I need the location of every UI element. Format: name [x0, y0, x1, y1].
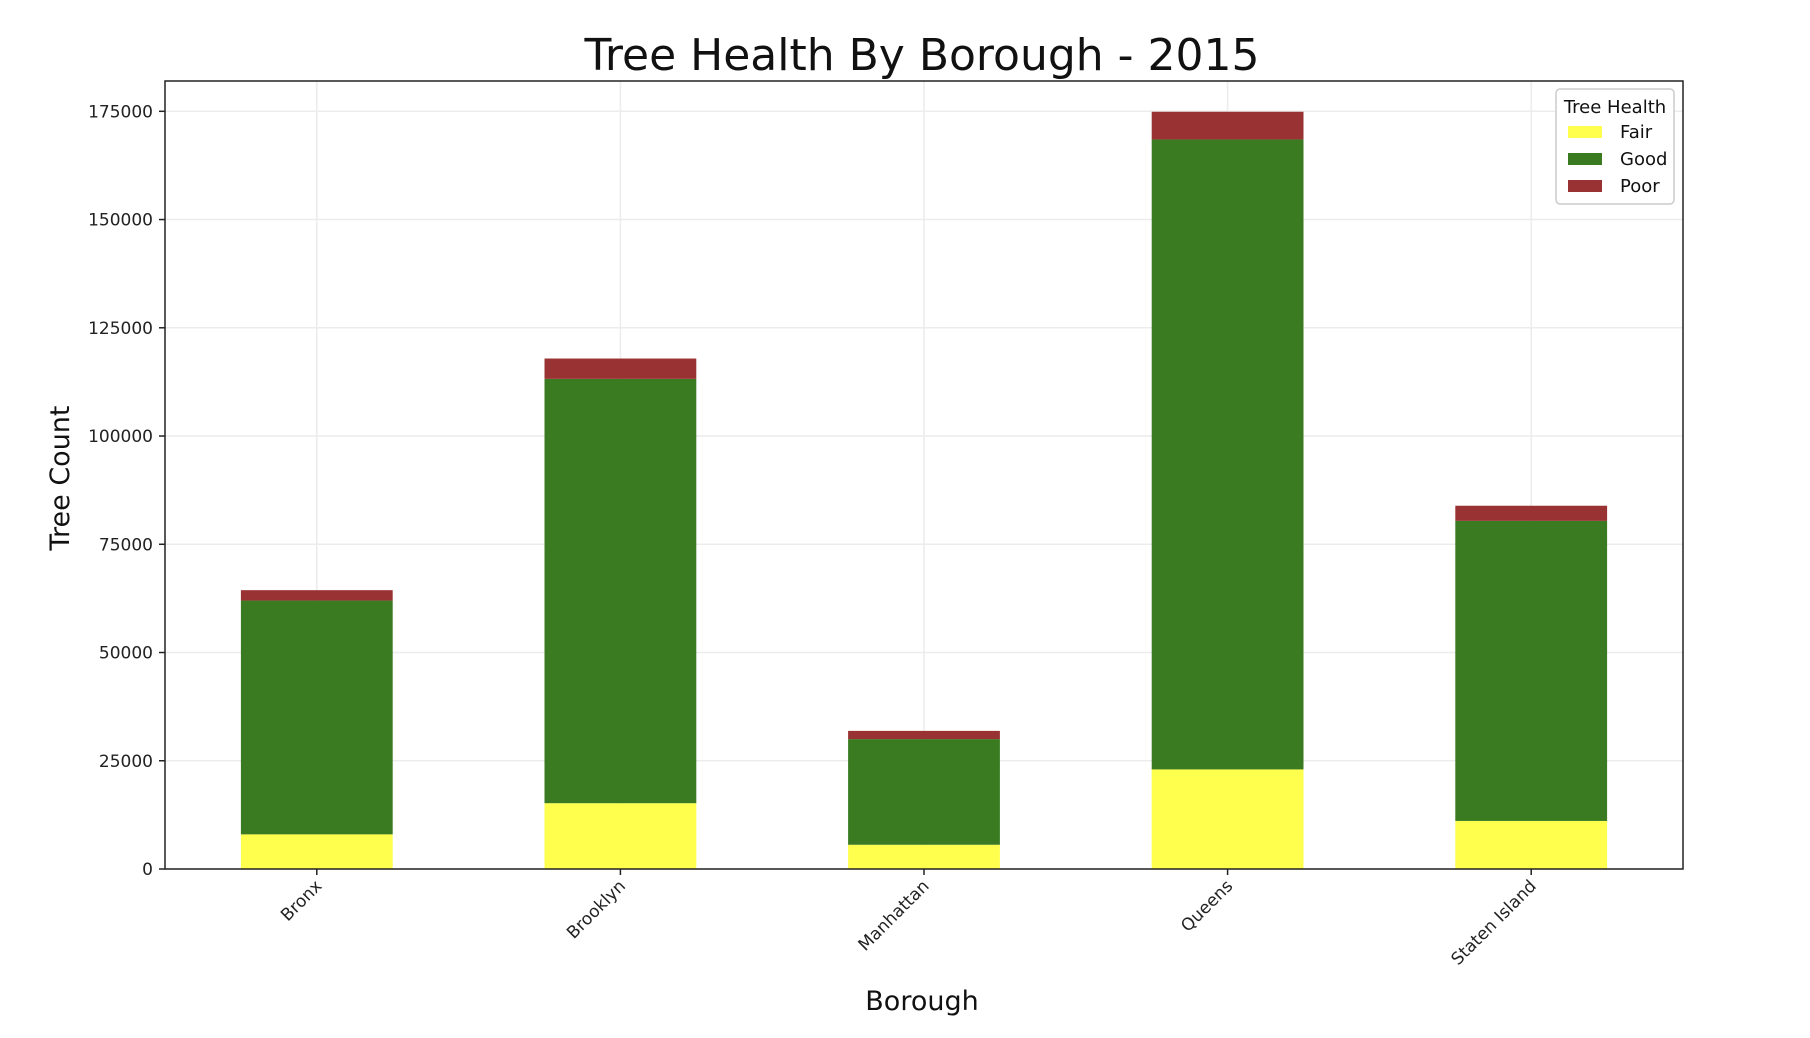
y-tick-label: 125000	[88, 319, 153, 339]
legend-swatch-good	[1568, 153, 1602, 165]
legend-swatch-fair	[1568, 126, 1602, 138]
x-tick-label: Brooklyn	[563, 876, 630, 943]
bar-poor-bronx	[240, 590, 393, 601]
bar-fair-manhattan	[848, 844, 1000, 869]
bar-poor-queens	[1151, 111, 1304, 140]
legend-items: Fair Good Poor	[1568, 122, 1667, 197]
legend-label-fair: Fair	[1620, 122, 1653, 143]
bar-fair-bronx	[240, 834, 393, 869]
y-tick-label: 50000	[99, 644, 153, 664]
y-tick-label: 25000	[99, 752, 153, 772]
bar-fair-queens	[1151, 769, 1304, 869]
y-tick-label: 0	[142, 860, 153, 880]
bar-good-bronx	[240, 600, 393, 835]
bar-poor-brooklyn	[544, 358, 697, 379]
legend: Tree Health Fair Good Poor	[1555, 88, 1675, 205]
bar-good-queens	[1151, 139, 1304, 770]
bar-fair-brooklyn	[544, 803, 697, 869]
bar-good-manhattan	[848, 739, 1000, 845]
y-tick-label: 100000	[88, 427, 153, 447]
x-tick-label: Manhattan	[855, 876, 934, 955]
legend-box	[1555, 88, 1675, 205]
bar-poor-manhattan	[848, 730, 1000, 740]
bar-good-staten-island	[1455, 520, 1608, 821]
legend-label-poor: Poor	[1620, 176, 1660, 197]
x-tick-label: Staten Island	[1448, 876, 1541, 969]
y-tick-label: 150000	[88, 211, 153, 231]
x-tick-label: Queens	[1177, 876, 1237, 936]
bar-good-brooklyn	[544, 378, 697, 804]
y-tick-label: 175000	[88, 102, 153, 122]
y-tick-label: 75000	[99, 535, 153, 555]
chart-title: Tree Health By Borough - 2015	[583, 30, 1259, 81]
legend-label-good: Good	[1620, 149, 1667, 170]
legend-swatch-poor	[1568, 180, 1602, 192]
bar-fair-staten-island	[1455, 820, 1608, 869]
bar-poor-staten-island	[1455, 505, 1608, 521]
x-axis-label: Borough	[865, 986, 978, 1017]
bars	[240, 111, 1608, 869]
legend-title: Tree Health	[1563, 97, 1666, 118]
y-axis-label: Tree Count	[45, 405, 76, 551]
x-tick-label: Bronx	[277, 876, 326, 925]
